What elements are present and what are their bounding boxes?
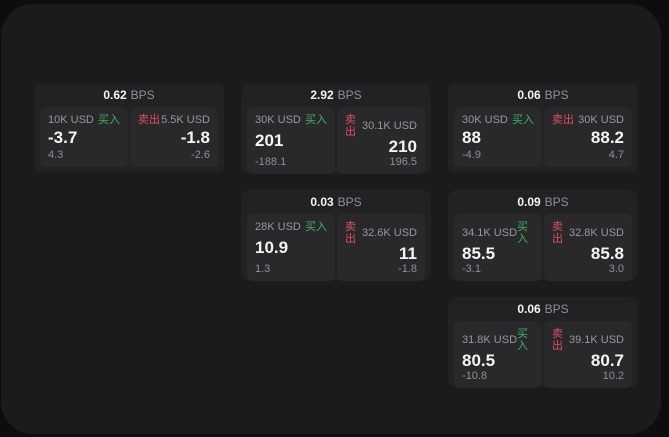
sell-button[interactable]: 卖出 (345, 114, 356, 138)
bps-value: 2.92 (310, 88, 334, 102)
buy-quote-tile[interactable]: 10K USD 买入 -3.7 4.3 (40, 107, 128, 167)
buy-delta: -188.1 (255, 156, 287, 168)
buy-quote-tile[interactable]: 30K USD 买入 201 -188.1 (247, 107, 335, 174)
quote-grid: 0.62 BPS 10K USD 买入 -3.7 4.3 卖出 5.5K USD (34, 83, 638, 388)
sell-quote-tile[interactable]: 卖出 5.5K USD -1.8 -2.6 (130, 107, 218, 167)
sell-button[interactable]: 卖出 (552, 221, 563, 245)
sell-quote-tile[interactable]: 卖出 39.1K USD 80.7 10.2 (544, 321, 632, 388)
buy-quote-tile[interactable]: 28K USD 买入 10.9 1.3 (247, 214, 335, 281)
buy-button[interactable]: 买入 (98, 114, 120, 126)
bps-unit: BPS (337, 195, 362, 209)
sell-delta: -2.6 (191, 149, 210, 161)
quote-card: 0.06 BPS 31.8K USD 买入 80.5 -10.8 卖出 39.1… (448, 297, 638, 388)
bps-unit: BPS (544, 195, 569, 209)
buy-size: 10K USD (48, 114, 94, 126)
buy-size: 30K USD (255, 114, 301, 126)
sell-button[interactable]: 卖出 (552, 328, 563, 352)
sell-size: 32.8K USD (568, 227, 624, 239)
buy-button[interactable]: 买入 (517, 221, 529, 245)
buy-quote-tile[interactable]: 30K USD 买入 88 -4.9 (454, 107, 542, 167)
bps-value: 0.06 (517, 302, 541, 316)
buy-quote-tile[interactable]: 34.1K USD 买入 85.5 -3.1 (454, 214, 542, 281)
bps-value: 0.06 (517, 88, 541, 102)
buy-button[interactable]: 买入 (517, 328, 529, 352)
main-panel: 0.62 BPS 10K USD 买入 -3.7 4.3 卖出 5.5K USD (1, 4, 661, 434)
sell-price: 88.2 (590, 127, 624, 147)
bps-value: 0.09 (517, 195, 541, 209)
sell-button[interactable]: 卖出 (552, 114, 574, 126)
card-header: 0.06 BPS (454, 83, 632, 107)
sell-price: 11 (399, 244, 417, 263)
sell-price: 210 (388, 137, 417, 156)
sell-delta: 3.0 (608, 263, 624, 275)
sell-quote-tile[interactable]: 卖出 32.6K USD 11 -1.8 (337, 214, 425, 281)
buy-size: 31.8K USD (462, 334, 518, 346)
buy-price: 80.5 (462, 351, 496, 370)
bps-unit: BPS (544, 88, 569, 102)
sell-delta: 10.2 (602, 370, 624, 382)
sell-quote-tile[interactable]: 卖出 30.1K USD 210 196.5 (337, 107, 425, 174)
card-header: 0.62 BPS (40, 83, 218, 107)
quote-card: 0.09 BPS 34.1K USD 买入 85.5 -3.1 卖出 32.8K… (448, 190, 638, 281)
quote-card: 0.06 BPS 30K USD 买入 88 -4.9 卖出 30K USD (448, 83, 638, 173)
buy-quote-tile[interactable]: 31.8K USD 买入 80.5 -10.8 (454, 321, 542, 388)
bps-value: 0.03 (310, 195, 334, 209)
buy-delta: -4.9 (462, 149, 481, 161)
quote-card: 2.92 BPS 30K USD 买入 201 -188.1 卖出 30.1K … (241, 83, 431, 174)
bps-unit: BPS (130, 88, 155, 102)
buy-size: 28K USD (255, 221, 301, 233)
buy-delta: -3.1 (462, 263, 481, 275)
bps-unit: BPS (337, 88, 362, 102)
sell-button[interactable]: 卖出 (345, 221, 356, 245)
buy-button[interactable]: 买入 (512, 114, 534, 126)
quote-card: 0.03 BPS 28K USD 买入 10.9 1.3 卖出 32.6K US… (241, 190, 431, 281)
sell-delta: -1.8 (398, 263, 417, 275)
buy-size: 34.1K USD (462, 227, 518, 239)
buy-button[interactable]: 买入 (305, 221, 327, 233)
buy-size: 30K USD (462, 114, 508, 126)
sell-price: -1.8 (180, 127, 210, 147)
sell-delta: 196.5 (389, 156, 417, 168)
buy-delta: 4.3 (48, 149, 64, 161)
sell-size: 30K USD (578, 114, 624, 126)
buy-price: 201 (255, 131, 284, 150)
buy-button[interactable]: 买入 (305, 114, 327, 126)
bps-unit: BPS (544, 302, 569, 316)
card-header: 2.92 BPS (247, 83, 425, 107)
buy-price: 10.9 (255, 238, 289, 257)
sell-quote-tile[interactable]: 卖出 30K USD 88.2 4.7 (544, 107, 632, 167)
sell-price: 85.8 (590, 244, 624, 263)
buy-price: -3.7 (48, 127, 78, 147)
sell-size: 30.1K USD (361, 120, 417, 132)
sell-delta: 4.7 (608, 149, 624, 161)
buy-price: 88 (462, 127, 481, 147)
sell-button[interactable]: 卖出 (138, 114, 160, 126)
buy-delta: 1.3 (255, 263, 271, 275)
sell-size: 5.5K USD (161, 114, 210, 126)
sell-price: 80.7 (590, 351, 624, 370)
bps-value: 0.62 (103, 88, 127, 102)
quote-card: 0.62 BPS 10K USD 买入 -3.7 4.3 卖出 5.5K USD (34, 83, 224, 173)
card-header: 0.09 BPS (454, 190, 632, 214)
buy-delta: -10.8 (462, 370, 488, 382)
card-header: 0.03 BPS (247, 190, 425, 214)
sell-size: 32.6K USD (361, 227, 417, 239)
sell-quote-tile[interactable]: 卖出 32.8K USD 85.8 3.0 (544, 214, 632, 281)
card-header: 0.06 BPS (454, 297, 632, 321)
buy-price: 85.5 (462, 244, 496, 263)
sell-size: 39.1K USD (568, 334, 624, 346)
